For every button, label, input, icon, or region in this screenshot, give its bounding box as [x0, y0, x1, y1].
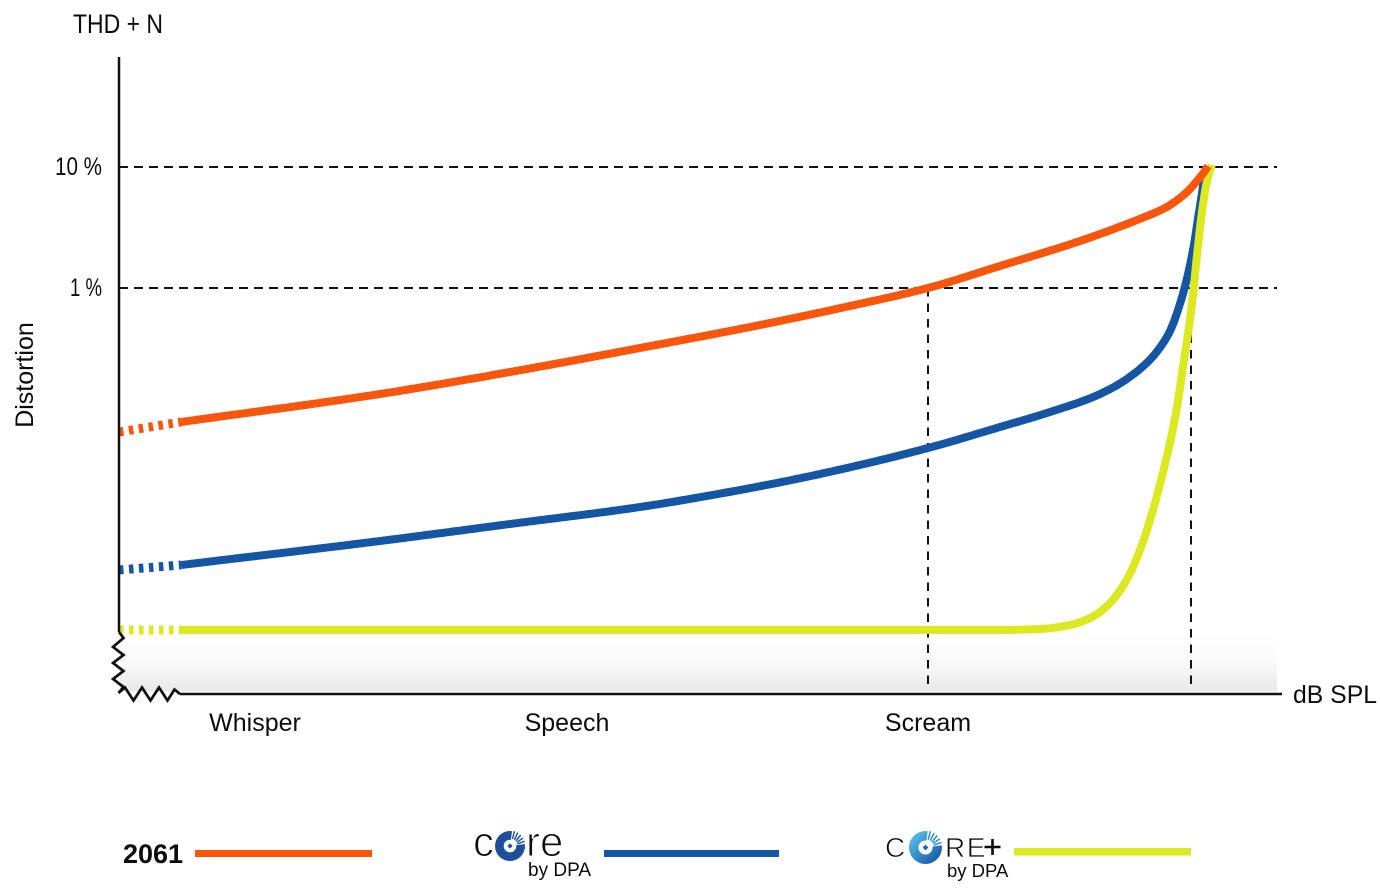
- svg-text:THD + N: THD + N: [73, 9, 163, 39]
- svg-text:RE: RE: [945, 832, 987, 863]
- svg-text:c: c: [473, 818, 494, 865]
- svg-text:C: C: [885, 832, 905, 863]
- svg-text:Distortion: Distortion: [11, 322, 39, 428]
- svg-text:by DPA: by DPA: [528, 860, 591, 881]
- svg-text:re: re: [526, 818, 563, 865]
- svg-text:10 %: 10 %: [55, 153, 102, 181]
- svg-text:Whisper: Whisper: [209, 709, 301, 737]
- svg-text:Scream: Scream: [885, 709, 971, 737]
- svg-text:dB SPL: dB SPL: [1293, 681, 1377, 709]
- svg-text:by DPA: by DPA: [947, 860, 1009, 881]
- svg-text:Speech: Speech: [525, 709, 610, 737]
- svg-text:2061: 2061: [123, 839, 183, 869]
- svg-text:1 %: 1 %: [70, 274, 102, 302]
